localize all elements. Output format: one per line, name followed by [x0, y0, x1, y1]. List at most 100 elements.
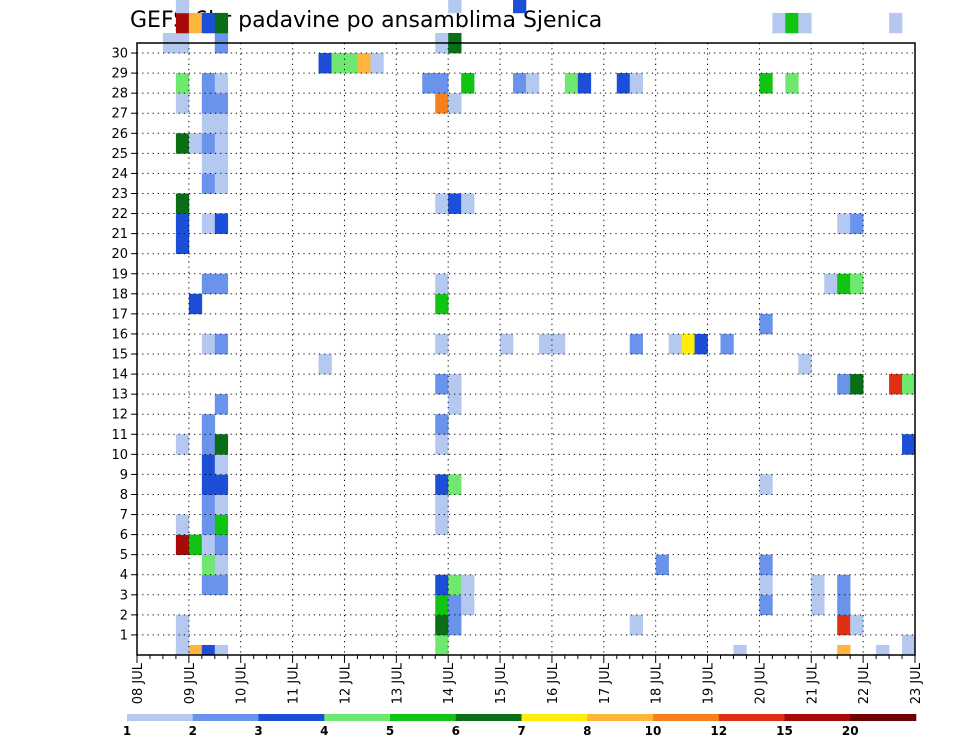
heatmap-cell [435, 494, 449, 515]
legend-label: 7 [517, 724, 525, 738]
plot-frame [136, 42, 916, 656]
heatmap-cell [616, 73, 631, 94]
heatmap-cell [461, 574, 475, 596]
y-tick-label: 24 [111, 167, 128, 182]
heatmap-cell [201, 73, 216, 94]
heatmap-cell [214, 93, 229, 114]
legend-label: 8 [583, 724, 591, 738]
heatmap-cell [175, 614, 190, 636]
heatmap-cell [435, 374, 449, 395]
heatmap-cell [175, 534, 190, 555]
legend-label: 10 [645, 724, 662, 738]
y-tick-label: 29 [111, 67, 128, 82]
legend-label: 3 [254, 724, 262, 738]
x-tick-label: 11 JUL [287, 662, 302, 704]
heatmap-cell [811, 594, 825, 616]
legend-swatch [850, 714, 917, 721]
heatmap-cell [902, 434, 916, 455]
legend-swatch [455, 714, 522, 721]
legend-label: 20 [842, 724, 859, 738]
legend-swatch [521, 714, 588, 721]
heatmap-cell [201, 554, 216, 576]
heatmap-cell [798, 354, 812, 375]
y-tick-label: 9 [120, 468, 128, 483]
y-tick-label: 7 [120, 508, 128, 523]
heatmap-cell [214, 113, 229, 134]
heatmap-cell [214, 514, 229, 535]
y-tick-label: 28 [111, 87, 128, 102]
heatmap-cell [448, 0, 462, 14]
y-tick-label: 1 [120, 628, 128, 643]
heatmap-cell [448, 574, 462, 596]
heatmap-cell [759, 313, 773, 335]
heatmap-cell [175, 213, 190, 234]
heatmap-cell [344, 53, 358, 74]
y-tick-label: 22 [111, 207, 128, 222]
heatmap-cell [435, 73, 449, 94]
y-tick-label: 2 [120, 608, 128, 623]
heatmap-cell [733, 644, 747, 656]
y-axis: 1234567891011121314151617181920212223242… [111, 47, 137, 643]
y-tick-label: 25 [111, 147, 128, 162]
legend-swatch [127, 714, 194, 721]
heatmap-cell [201, 574, 216, 596]
heatmap-cell [201, 133, 216, 154]
heatmap-cell [461, 193, 475, 214]
y-tick-label: 15 [111, 348, 128, 363]
heatmap-cell [759, 474, 773, 495]
heatmap-cell [214, 434, 229, 455]
heatmap-cell [448, 614, 462, 636]
heatmap-cell [214, 173, 229, 194]
heatmap-cell [214, 554, 229, 576]
heatmap-cell [720, 333, 734, 355]
heatmap-cell [175, 93, 190, 114]
heatmap-cell [759, 574, 773, 596]
heatmap-cell [837, 213, 851, 234]
x-tick-label: 14 JUL [442, 662, 457, 704]
heatmap-cell [435, 273, 449, 295]
x-tick-label: 22 JUL [857, 662, 872, 704]
heatmap-cell [837, 374, 851, 395]
heatmap-cell [214, 454, 229, 475]
heatmap-cell [513, 0, 527, 14]
heatmap-cell [681, 333, 695, 355]
heatmap-cell [175, 0, 190, 14]
heatmap-cell [435, 474, 449, 495]
heatmap-cell [201, 644, 216, 656]
heatmap-cell [435, 293, 449, 315]
x-tick-label: 20 JUL [753, 662, 768, 704]
heatmap-cell [837, 594, 851, 616]
legend-swatch [784, 714, 851, 721]
heatmap-cell [876, 644, 890, 656]
heatmap-cell [318, 354, 332, 375]
legend-swatch [653, 714, 720, 721]
y-tick-label: 13 [111, 388, 128, 403]
heatmap-cell [201, 93, 216, 114]
heatmap-cell [850, 213, 864, 234]
heatmap-cell [526, 73, 540, 94]
y-tick-label: 10 [111, 448, 128, 463]
x-tick-label: 08 JUL [131, 662, 146, 704]
legend-label: 6 [452, 724, 460, 738]
heatmap-cell [850, 273, 864, 295]
heatmap-cell [500, 333, 514, 355]
legend-swatch [324, 714, 391, 721]
heatmap-cell [435, 574, 449, 596]
x-tick-label: 12 JUL [338, 662, 353, 704]
heatmap-cell [214, 574, 229, 596]
heatmap-cell [759, 594, 773, 616]
heatmap-cell [435, 514, 449, 535]
heatmap-cell [331, 53, 345, 74]
heatmap-cell [201, 414, 216, 435]
x-tick-label: 17 JUL [598, 662, 613, 704]
heatmap-cell [772, 12, 786, 34]
heatmap-cell [175, 193, 190, 214]
heatmap-cell [201, 213, 216, 234]
heatmap-cell [201, 273, 216, 295]
heatmap-cell [175, 12, 190, 34]
heatmap-cell [188, 12, 203, 34]
heatmap-cell [201, 474, 216, 495]
heatmap-cell [629, 73, 643, 94]
x-axis: 08 JUL 09 JUL 10 JUL 11 JUL 12 JUL 13 JUL 14 J… [131, 655, 924, 704]
